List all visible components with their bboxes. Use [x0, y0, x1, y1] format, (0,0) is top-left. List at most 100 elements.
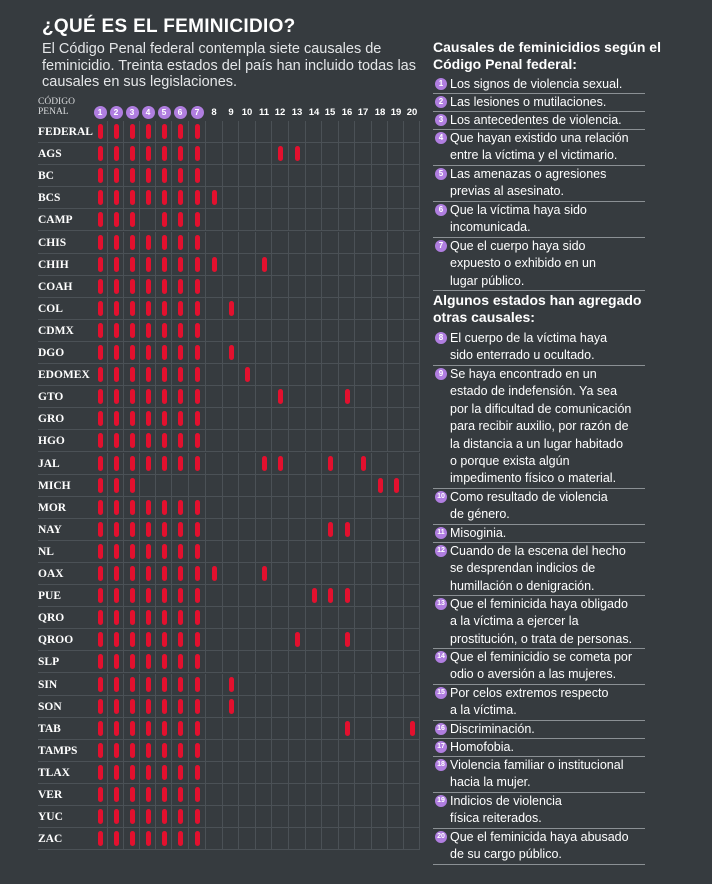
- grid-cell: [256, 762, 272, 784]
- causal-bar-tab-4: [145, 721, 151, 736]
- causal-bar-mor-4: [145, 500, 151, 515]
- grid-cell: [93, 342, 108, 364]
- grid-cell: [322, 364, 339, 386]
- grid-cell: [272, 276, 289, 298]
- grid-cell: [388, 806, 404, 828]
- causal-bar-yuc-6: [177, 809, 183, 824]
- grid-cell: [206, 430, 223, 452]
- grid-cell: [189, 386, 206, 408]
- grid-cell: [108, 320, 124, 342]
- grid-cell: [272, 364, 289, 386]
- grid-cell: [172, 740, 189, 762]
- grid-cell: [256, 674, 272, 696]
- grid-cell: [289, 563, 306, 585]
- grid-cell: [388, 563, 404, 585]
- grid-cell: [172, 408, 189, 430]
- grid-cell: [172, 806, 189, 828]
- row-label-tlax: TLAX: [38, 762, 93, 784]
- causal-bar-ags-2: [113, 146, 119, 161]
- grid-cell: [223, 165, 239, 187]
- grid-cell: [404, 408, 420, 430]
- grid-cell: [189, 563, 206, 585]
- grid-cell: [156, 187, 172, 209]
- grid-cell: [272, 585, 289, 607]
- causal-text: Los signos de violencia sexual.: [450, 77, 623, 91]
- causal-bar-chis-4: [145, 235, 151, 250]
- grid-cell: [223, 696, 239, 718]
- causal-bar-dgo-3: [129, 345, 135, 360]
- causal-bar-hgo-7: [194, 433, 200, 448]
- column-number-9: 9: [228, 107, 234, 118]
- causal-bar-slp-7: [194, 654, 200, 669]
- grid-cell: [272, 254, 289, 276]
- causal-bar-qroo-3: [129, 632, 135, 647]
- grid-cell: [306, 408, 322, 430]
- grid-cell: [289, 408, 306, 430]
- grid-cell: [388, 718, 404, 740]
- grid-cell: [140, 320, 156, 342]
- grid-cell: [156, 674, 172, 696]
- grid-cell: [355, 254, 372, 276]
- grid-cell: [339, 276, 355, 298]
- grid-cell: [206, 740, 223, 762]
- grid-cell: [322, 254, 339, 276]
- row-label-hgo: HGO: [38, 430, 93, 452]
- grid-cell: [93, 453, 108, 475]
- grid-cell: [206, 342, 223, 364]
- grid-cell: [322, 475, 339, 497]
- grid-cell: [404, 519, 420, 541]
- causal-text: Cuando de la escena del hecho se despren…: [450, 544, 626, 593]
- grid-cell: [306, 497, 322, 519]
- grid-cell: [140, 276, 156, 298]
- grid-cell: [404, 187, 420, 209]
- grid-cell: [223, 232, 239, 254]
- causal-bar-oax-1: [97, 566, 103, 581]
- causal-bar-chis-6: [177, 235, 183, 250]
- causal-bar-chih-8: [211, 257, 217, 272]
- grid-cell: [355, 475, 372, 497]
- grid-cell: [289, 254, 306, 276]
- grid-cell: [289, 320, 306, 342]
- grid-cell: [404, 320, 420, 342]
- causal-bar-mor-2: [113, 500, 119, 515]
- grid-cell: [124, 607, 140, 629]
- grid-cell: [355, 408, 372, 430]
- grid-cell: [256, 541, 272, 563]
- grid-cell: [140, 740, 156, 762]
- causal-bar-tamps-7: [194, 743, 200, 758]
- grid-cell: [372, 784, 388, 806]
- grid-cell: [239, 143, 256, 165]
- causal-bar-edomex-5: [161, 367, 167, 382]
- grid-cell: [223, 386, 239, 408]
- grid-cell: [289, 651, 306, 673]
- grid-cell: [108, 453, 124, 475]
- grid-cell: [256, 718, 272, 740]
- causal-bar-gro-2: [113, 411, 119, 426]
- grid-cell: [256, 497, 272, 519]
- grid-cell: [206, 209, 223, 231]
- grid-cell: [322, 276, 339, 298]
- causal-bar-nl-2: [113, 544, 119, 559]
- grid-cell: [372, 651, 388, 673]
- grid-cell: [140, 541, 156, 563]
- grid-cell: [256, 254, 272, 276]
- grid-cell: [172, 320, 189, 342]
- grid-cell: [124, 453, 140, 475]
- grid-cell: [339, 696, 355, 718]
- grid-cell: [140, 187, 156, 209]
- grid-cell: [388, 364, 404, 386]
- grid-cell: [124, 408, 140, 430]
- grid-cell: [172, 475, 189, 497]
- grid-cell: [306, 386, 322, 408]
- grid-cell: [93, 475, 108, 497]
- causal-bar-tamps-2: [113, 743, 119, 758]
- grid-cell: [124, 143, 140, 165]
- causal-bar-chis-7: [194, 235, 200, 250]
- causal-bar-cdmx-7: [194, 323, 200, 338]
- grid-cell: [93, 386, 108, 408]
- grid-cell: [355, 740, 372, 762]
- grid-cell: [93, 519, 108, 541]
- grid-cell: [140, 386, 156, 408]
- grid-cell: [339, 165, 355, 187]
- grid-cell: [108, 696, 124, 718]
